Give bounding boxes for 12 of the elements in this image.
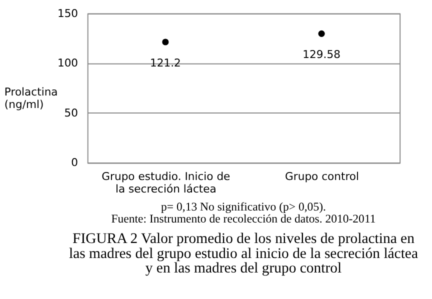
y-tick-label: 100 <box>57 56 78 70</box>
y-tick-label: 50 <box>64 106 78 120</box>
text: p= 0,13 No significativo (p> 0,05). <box>161 200 326 214</box>
y-tick-label: 0 <box>71 156 78 170</box>
data-label: 121.2 <box>150 56 181 70</box>
data-label: 129.58 <box>302 48 341 62</box>
y-axis-title: Prolactina (ng/ml) <box>4 85 58 112</box>
x-tick-label: Grupo estudio. Inicio de la secreción láctea <box>102 170 231 196</box>
y-tick-label: 150 <box>57 6 78 20</box>
text: FIGURA 2 Valor promedio de los niveles de prolactina en las madres del grupo estudio al inicio de la secreción láctea y en las madres del grupo control <box>68 231 418 277</box>
x-tick-label: Grupo control <box>285 170 360 183</box>
source-note: Fuente: Instrumento de recolección de datos. 2010-2011 <box>111 212 376 226</box>
